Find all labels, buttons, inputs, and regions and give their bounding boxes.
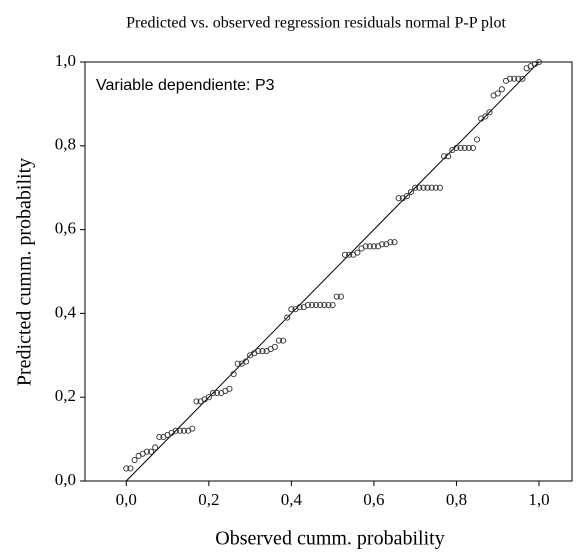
point: [189, 425, 196, 432]
y-tick-label: 0,4: [55, 302, 77, 321]
reference-line: [125, 61, 540, 482]
point: [172, 427, 179, 434]
point: [271, 343, 278, 350]
point: [181, 427, 188, 434]
point: [214, 389, 221, 397]
point: [123, 465, 130, 472]
point: [515, 75, 522, 82]
point: [387, 239, 394, 246]
point: [304, 301, 311, 309]
point: [346, 251, 353, 258]
point: [465, 144, 472, 151]
point: [321, 301, 328, 309]
point: [436, 184, 443, 191]
point: [428, 184, 435, 191]
point: [535, 58, 543, 66]
point: [445, 153, 452, 160]
point: [407, 188, 415, 195]
point: [432, 184, 439, 191]
point: [152, 444, 159, 451]
point: [325, 301, 332, 309]
point: [461, 144, 468, 151]
point: [469, 144, 476, 151]
point: [234, 360, 241, 367]
x-tick-label: 0,4: [281, 490, 303, 509]
x-tick-label: 0,8: [446, 490, 467, 509]
point: [143, 448, 150, 455]
point: [416, 184, 423, 191]
point: [474, 136, 481, 143]
point: [288, 306, 295, 313]
annotation: Variable dependiente: P3: [96, 77, 275, 94]
chart-title: Predicted vs. observed regression residu…: [126, 15, 506, 32]
point: [412, 184, 419, 191]
point: [176, 427, 183, 434]
point: [341, 251, 349, 258]
point: [230, 371, 237, 378]
point: [395, 195, 402, 202]
y-axis-label: Predicted cumm. probability: [14, 158, 36, 386]
point: [391, 239, 398, 246]
point: [275, 337, 283, 344]
point: [354, 249, 361, 256]
point: [482, 113, 489, 120]
y-tick-label: 0,6: [55, 219, 76, 238]
point: [193, 398, 200, 405]
point: [284, 314, 291, 321]
point: [511, 75, 518, 82]
point: [329, 301, 336, 309]
point: [226, 385, 233, 392]
x-tick-label: 0,2: [198, 490, 219, 509]
x-axis-label: Observed cumm. probability: [215, 528, 444, 550]
point: [308, 301, 316, 309]
point: [317, 301, 324, 309]
x-tick-label: 0,0: [116, 490, 137, 509]
y-tick-label: 0,0: [55, 470, 76, 489]
point: [453, 144, 460, 151]
point: [147, 448, 155, 455]
point: [259, 348, 266, 355]
point: [403, 193, 410, 200]
point: [362, 243, 369, 250]
point: [131, 456, 138, 464]
point: [379, 241, 386, 248]
point: [255, 348, 262, 355]
point: [242, 358, 250, 365]
y-tick-label: 1,0: [55, 51, 76, 70]
point: [296, 304, 303, 311]
point: [127, 465, 134, 472]
point: [333, 293, 340, 300]
point: [337, 293, 344, 300]
plot-frame: [84, 61, 573, 482]
point: [457, 144, 464, 151]
point: [420, 184, 427, 191]
point: [441, 153, 448, 160]
point: [366, 243, 373, 250]
point: [280, 337, 287, 344]
point: [313, 301, 320, 309]
point: [507, 75, 514, 82]
point: [494, 90, 501, 97]
point: [156, 433, 163, 441]
y-tick-label: 0,8: [55, 135, 76, 154]
point: [424, 184, 431, 191]
point: [498, 86, 505, 93]
point: [486, 109, 493, 116]
x-tick-label: 0,6: [363, 490, 384, 509]
y-tick-label: 0,2: [55, 386, 76, 405]
point: [209, 389, 216, 397]
point: [370, 243, 377, 250]
point: [205, 394, 212, 401]
point: [519, 75, 526, 82]
x-tick-label: 1,0: [528, 490, 549, 509]
